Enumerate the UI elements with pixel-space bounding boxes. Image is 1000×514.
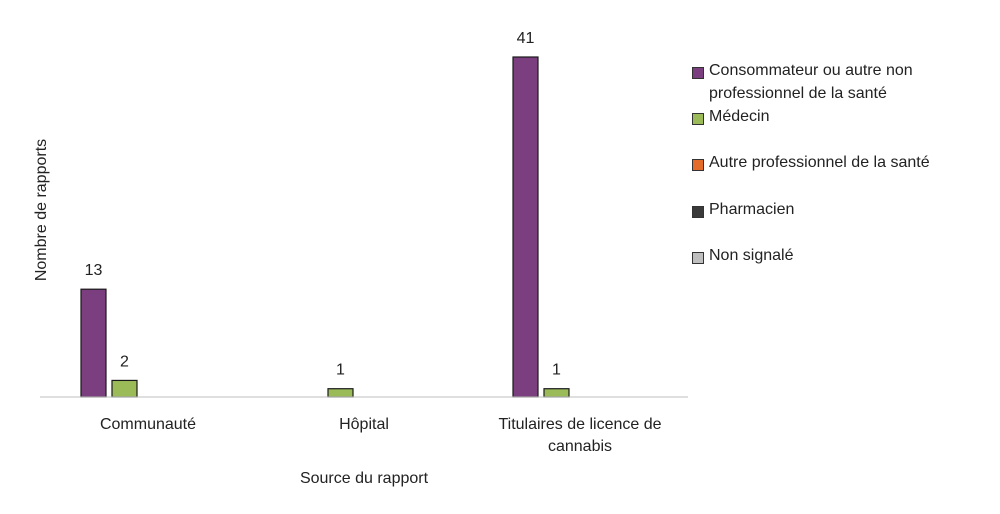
legend-swatch	[692, 159, 704, 171]
value-labels-group: 13 2 1 41 1	[85, 30, 561, 379]
y-axis-title: Nombre de rapports	[33, 139, 50, 281]
category-label-2-1: cannabis	[548, 438, 612, 455]
legend-swatch	[692, 113, 704, 125]
value-label-1-1: 1	[336, 362, 345, 379]
legend-label: Consommateur ou autre non professionnel …	[709, 62, 913, 102]
legend-swatch	[692, 206, 704, 218]
legend-label: Médecin	[709, 108, 770, 125]
category-label-2-0: Titulaires de licence de	[498, 416, 661, 433]
bars-group	[80, 56, 570, 398]
bar-1-1	[327, 388, 354, 398]
category-labels-group: Communauté Hôpital Titulaires de licence d…	[100, 416, 662, 455]
value-label-2-1: 1	[552, 362, 561, 379]
value-label-0-1: 2	[120, 353, 129, 370]
x-axis-title: Source du rapport	[300, 470, 429, 487]
legend-item-0: Consommateur ou autre non professionnel …	[692, 62, 969, 105]
legend-swatch	[692, 67, 704, 79]
legend-label: Non signalé	[709, 247, 794, 264]
value-label-2-0: 41	[517, 30, 535, 47]
category-label-0-0: Communauté	[100, 416, 196, 433]
legend-label: Autre professionnel de la santé	[709, 154, 930, 171]
legend-item-4: Non signalé	[692, 247, 969, 267]
legend-item-1: Médecin	[692, 108, 969, 128]
bar-0-0	[80, 288, 107, 398]
bar-2-1	[543, 388, 570, 398]
legend-swatch	[692, 252, 704, 264]
bar-0-1	[111, 379, 138, 398]
bar-2-0	[512, 56, 539, 398]
value-label-0-0: 13	[85, 262, 103, 279]
legend-label: Pharmacien	[709, 201, 795, 218]
legend-item-3: Pharmacien	[692, 201, 969, 221]
legend-item-2: Autre professionnel de la santé	[692, 154, 969, 174]
category-label-1-0: Hôpital	[339, 416, 389, 433]
